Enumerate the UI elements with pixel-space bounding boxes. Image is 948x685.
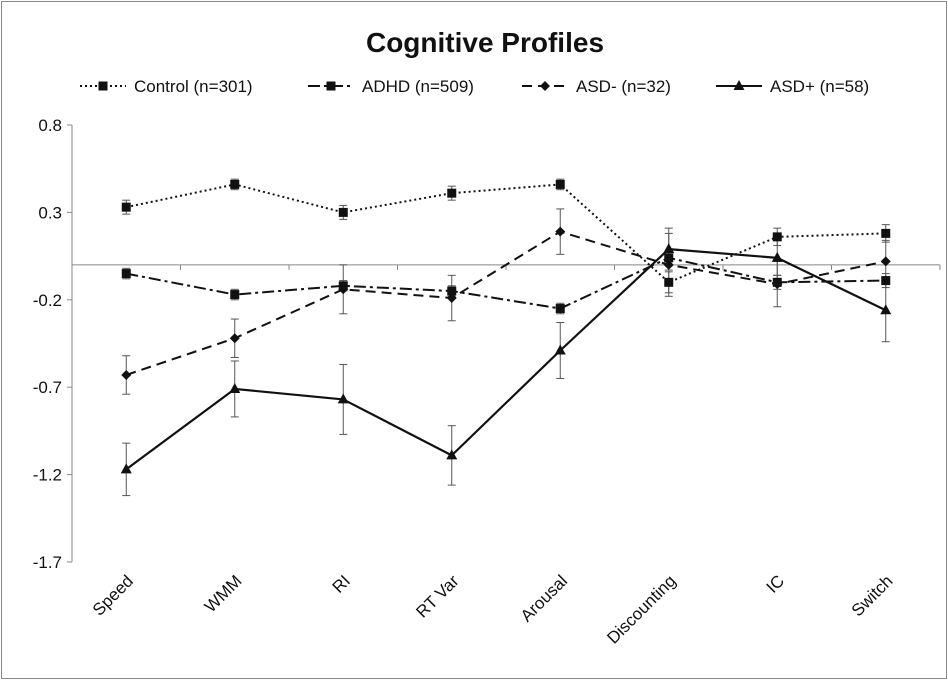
- data-point: [447, 286, 457, 296]
- data-point: [881, 276, 891, 286]
- data-point: [772, 279, 783, 290]
- legend-marker: [540, 81, 550, 91]
- legend-item: ASD- (n=32): [522, 77, 671, 96]
- series-line: [126, 256, 886, 310]
- data-point: [663, 259, 674, 270]
- data-point: [664, 277, 674, 287]
- series-line: [125, 248, 887, 471]
- y-tick-label: -1.7: [33, 553, 62, 572]
- series-line: [126, 183, 886, 284]
- legend-label: ASD- (n=32): [576, 77, 671, 96]
- y-tick-label: 0.3: [38, 203, 62, 222]
- data-point: [230, 290, 240, 300]
- legend-marker: [98, 81, 108, 91]
- series-lines: [125, 183, 887, 471]
- series-line: [125, 230, 886, 376]
- legend-label: Control (n=301): [134, 77, 253, 96]
- legend-marker: [326, 81, 336, 91]
- y-tick-label: 0.8: [38, 116, 62, 135]
- legend-item: ADHD (n=509): [308, 77, 474, 96]
- data-point: [880, 256, 891, 267]
- data-point: [229, 333, 240, 344]
- data-point: [555, 226, 566, 237]
- data-point: [229, 382, 241, 393]
- data-point: [664, 253, 674, 263]
- legend-marker: [733, 80, 745, 90]
- data-point: [447, 188, 457, 198]
- data-point: [230, 179, 240, 189]
- chart-title: Cognitive Profiles: [366, 27, 604, 58]
- data-point: [121, 369, 132, 380]
- legend-label: ADHD (n=509): [362, 77, 474, 96]
- y-tick-label: -0.7: [33, 378, 62, 397]
- legend-item: Control (n=301): [80, 77, 253, 96]
- data-point: [880, 304, 892, 315]
- legend-label: ASD+ (n=58): [770, 77, 869, 96]
- data-point: [554, 344, 566, 355]
- data-point: [337, 393, 349, 404]
- data-point: [120, 463, 132, 474]
- y-tick-label: -0.2: [33, 291, 62, 310]
- data-point: [881, 228, 891, 238]
- data-point: [121, 202, 131, 212]
- data-point: [338, 284, 349, 295]
- data-point: [121, 269, 131, 279]
- data-point: [555, 179, 565, 189]
- data-point: [555, 304, 565, 314]
- y-tick-label: -1.2: [33, 466, 62, 485]
- data-point: [772, 232, 782, 242]
- legend-item: ASD+ (n=58): [716, 77, 869, 96]
- data-point: [663, 243, 675, 254]
- data-point: [771, 251, 783, 262]
- data-point: [446, 293, 457, 304]
- legend: Control (n=301) ADHD (n=509) ASD- (n=32) AS…: [80, 77, 869, 96]
- data-point: [446, 449, 458, 460]
- series-markers: [120, 179, 892, 474]
- data-point: [338, 207, 348, 217]
